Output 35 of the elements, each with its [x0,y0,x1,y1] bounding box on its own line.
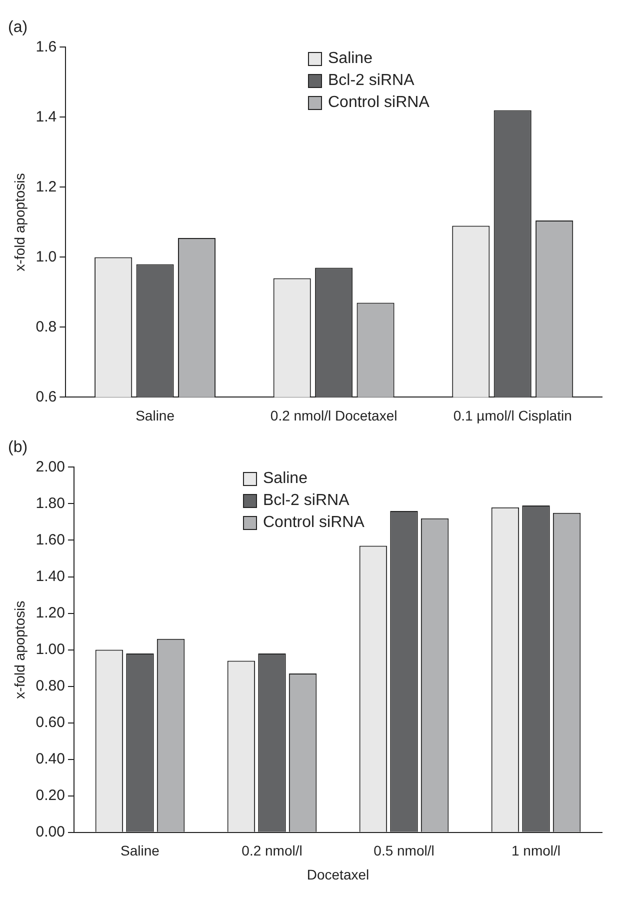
y-tick-label: 1.40 [36,568,65,585]
y-tick-label: 1.0 [36,248,57,266]
y-tick-label: 0.6 [36,388,57,406]
y-tick-label: 2.00 [36,458,65,476]
legend-label: Control siRNA [263,514,364,532]
y-tick-label: 1.20 [36,604,65,622]
y-tick-label: 1.6 [36,38,57,56]
y-tick-label: 0.60 [36,714,65,731]
y-tick-label: 0.8 [36,318,57,336]
x-tick-label: Saline [136,407,175,424]
x-tick-label: Saline [120,842,160,859]
y-tick-label: 1.4 [36,108,57,126]
x-tick-label: 0.5 nmol/l [374,842,434,859]
legend-label: Saline [328,50,372,68]
y-tick-label: 0.80 [36,677,65,694]
x-tick-label: 1 nmol/l [511,842,561,859]
legend-label: Bcl-2 siRNA [328,72,414,90]
y-tick-label: 1.80 [36,494,65,512]
y-tick-label: 0.00 [36,824,65,841]
y-tick-label: 0.40 [36,750,65,768]
chart-title: (b) [8,439,28,456]
x-tick-label: 0.1 µmol/l Cisplatin [453,407,572,424]
x-tick-label: 0.2 nmol/l [242,842,302,859]
y-axis-title: x-fold apoptosis [11,600,28,699]
legend-label: Saline [263,470,308,488]
y-tick-label: 1.2 [36,178,57,196]
legend-label: Control siRNA [328,94,430,112]
y-tick-label: 1.60 [36,531,65,548]
y-tick-label: 0.20 [36,787,65,804]
legend-label: Bcl-2 siRNA [263,492,350,510]
x-tick-label: 0.2 nmol/l Docetaxel [270,407,398,424]
y-tick-label: 1.00 [36,640,65,658]
y-axis-title: x-fold apoptosis [11,173,28,272]
x-axis-title: Docetaxel [306,866,370,882]
chart-title: (a) [8,19,28,36]
